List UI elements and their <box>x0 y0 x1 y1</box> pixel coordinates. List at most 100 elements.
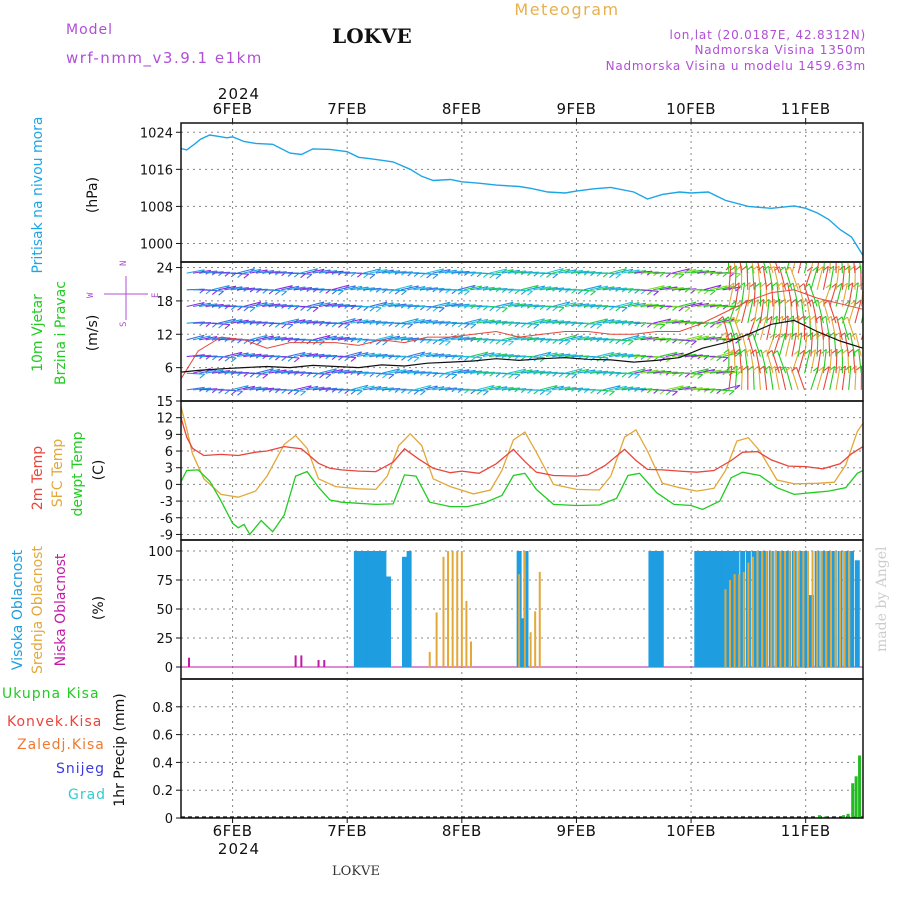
wind-barb-flag <box>842 249 847 253</box>
wind-barb <box>401 370 419 374</box>
wind-barb <box>363 320 382 324</box>
wind-barb <box>546 305 565 309</box>
wind-barb <box>325 289 344 292</box>
wind-barb-flag <box>766 349 773 355</box>
cloud-bar <box>724 589 727 667</box>
wind-barb-flag <box>375 307 382 313</box>
pressure-ylabel: Pritisak na nivou mora <box>30 116 46 273</box>
wind-barb <box>590 355 609 359</box>
wind-barb-flag <box>356 390 363 396</box>
wind-barb <box>646 285 665 291</box>
wind-barb-flag <box>249 307 256 313</box>
wind-barb-flag <box>793 282 799 288</box>
wind-barb <box>816 332 819 357</box>
cloud-bar <box>523 551 526 667</box>
wind-barb <box>281 370 300 374</box>
wind-barb <box>293 286 312 291</box>
wind-barb <box>344 285 363 291</box>
ytick-label: 75 <box>156 574 173 589</box>
wind-barb <box>419 352 438 358</box>
wind-barb <box>470 351 489 358</box>
wind-barb <box>596 319 615 324</box>
cloud-bar <box>694 551 700 667</box>
wind-barb <box>539 272 558 275</box>
footer-station: LOKVE <box>332 864 380 879</box>
wind-barb <box>558 301 577 308</box>
wind-barb <box>690 270 709 274</box>
wind-barb <box>255 368 274 374</box>
wind-barb <box>457 322 476 325</box>
wind-barb <box>697 368 716 374</box>
wind-barb <box>413 352 432 358</box>
wind-barb <box>533 318 552 324</box>
wind-grid: 6 12 18 24 <box>156 262 863 401</box>
wind-barb <box>552 268 571 274</box>
wind-barb <box>312 334 331 341</box>
precip-bar <box>842 815 846 818</box>
wind-barb <box>810 332 814 357</box>
cloud-bar <box>774 551 777 667</box>
wind-barb <box>734 365 738 390</box>
wind-barb <box>445 270 464 274</box>
wind-barb-flag <box>758 365 765 371</box>
wind-barb-flag <box>782 282 789 288</box>
cloud-bar <box>447 551 450 667</box>
wind-barb <box>331 336 350 341</box>
wind-barb <box>590 285 608 291</box>
wind-barb <box>419 319 438 324</box>
precip-bar <box>858 755 862 818</box>
wind-barb <box>476 352 495 358</box>
wind-barb <box>438 269 457 274</box>
wind-barb-flag <box>470 323 477 329</box>
wind-barb <box>388 289 407 292</box>
wind-barb <box>634 336 653 341</box>
wind-barb-flag <box>745 349 751 354</box>
wind-barb <box>224 371 243 374</box>
wind-barb <box>621 372 640 375</box>
wind-barb <box>451 270 470 274</box>
wind-barb-flag <box>596 324 603 329</box>
wind-barb <box>558 334 577 341</box>
wind-barb <box>810 349 817 374</box>
wind-barb <box>508 270 527 274</box>
wind-barb-flag <box>823 332 830 337</box>
wind-barb <box>407 370 426 374</box>
wind-barb <box>388 270 407 274</box>
t2m-line <box>180 417 864 477</box>
wind-barb-flag <box>281 290 287 296</box>
wind-barb <box>470 286 489 291</box>
cloud-bar <box>702 551 708 667</box>
wind-barb-flag <box>776 282 783 288</box>
temp-unit: (C) <box>91 460 107 481</box>
wind-barb <box>470 389 489 392</box>
wind-barb <box>211 285 230 291</box>
wind-barb <box>438 387 457 391</box>
wind-barb <box>413 286 432 291</box>
cloud-bar <box>406 551 412 667</box>
wind-barb-flag <box>847 348 854 354</box>
wind-barb <box>293 352 312 358</box>
wind-barb-flag <box>831 249 836 253</box>
wind-barb <box>640 369 659 374</box>
wind-barb <box>740 282 746 307</box>
wind-barb <box>690 335 709 341</box>
wind-barb <box>841 262 843 274</box>
ytick-label: 0 <box>165 812 173 827</box>
cloud-bar <box>402 556 408 667</box>
wind-barb <box>224 286 243 291</box>
cloud-bar <box>435 612 438 667</box>
wind-barb <box>230 286 249 291</box>
wind-barb <box>745 262 749 274</box>
wind-barb-flag <box>501 340 508 346</box>
model-altitude-label: Nadmorska Visina u modelu 1459.63m <box>606 59 866 73</box>
wind-barb <box>514 289 533 292</box>
wind-barb-flag <box>420 390 426 396</box>
pressure-unit: (hPa) <box>85 177 101 213</box>
cloud-bar <box>834 551 837 667</box>
wind-barb <box>596 371 615 374</box>
cloud-bar <box>706 551 712 667</box>
wind-barb <box>841 282 848 307</box>
wind-barb <box>350 384 369 391</box>
wind-barb <box>192 387 211 391</box>
wind-barb <box>199 335 218 341</box>
